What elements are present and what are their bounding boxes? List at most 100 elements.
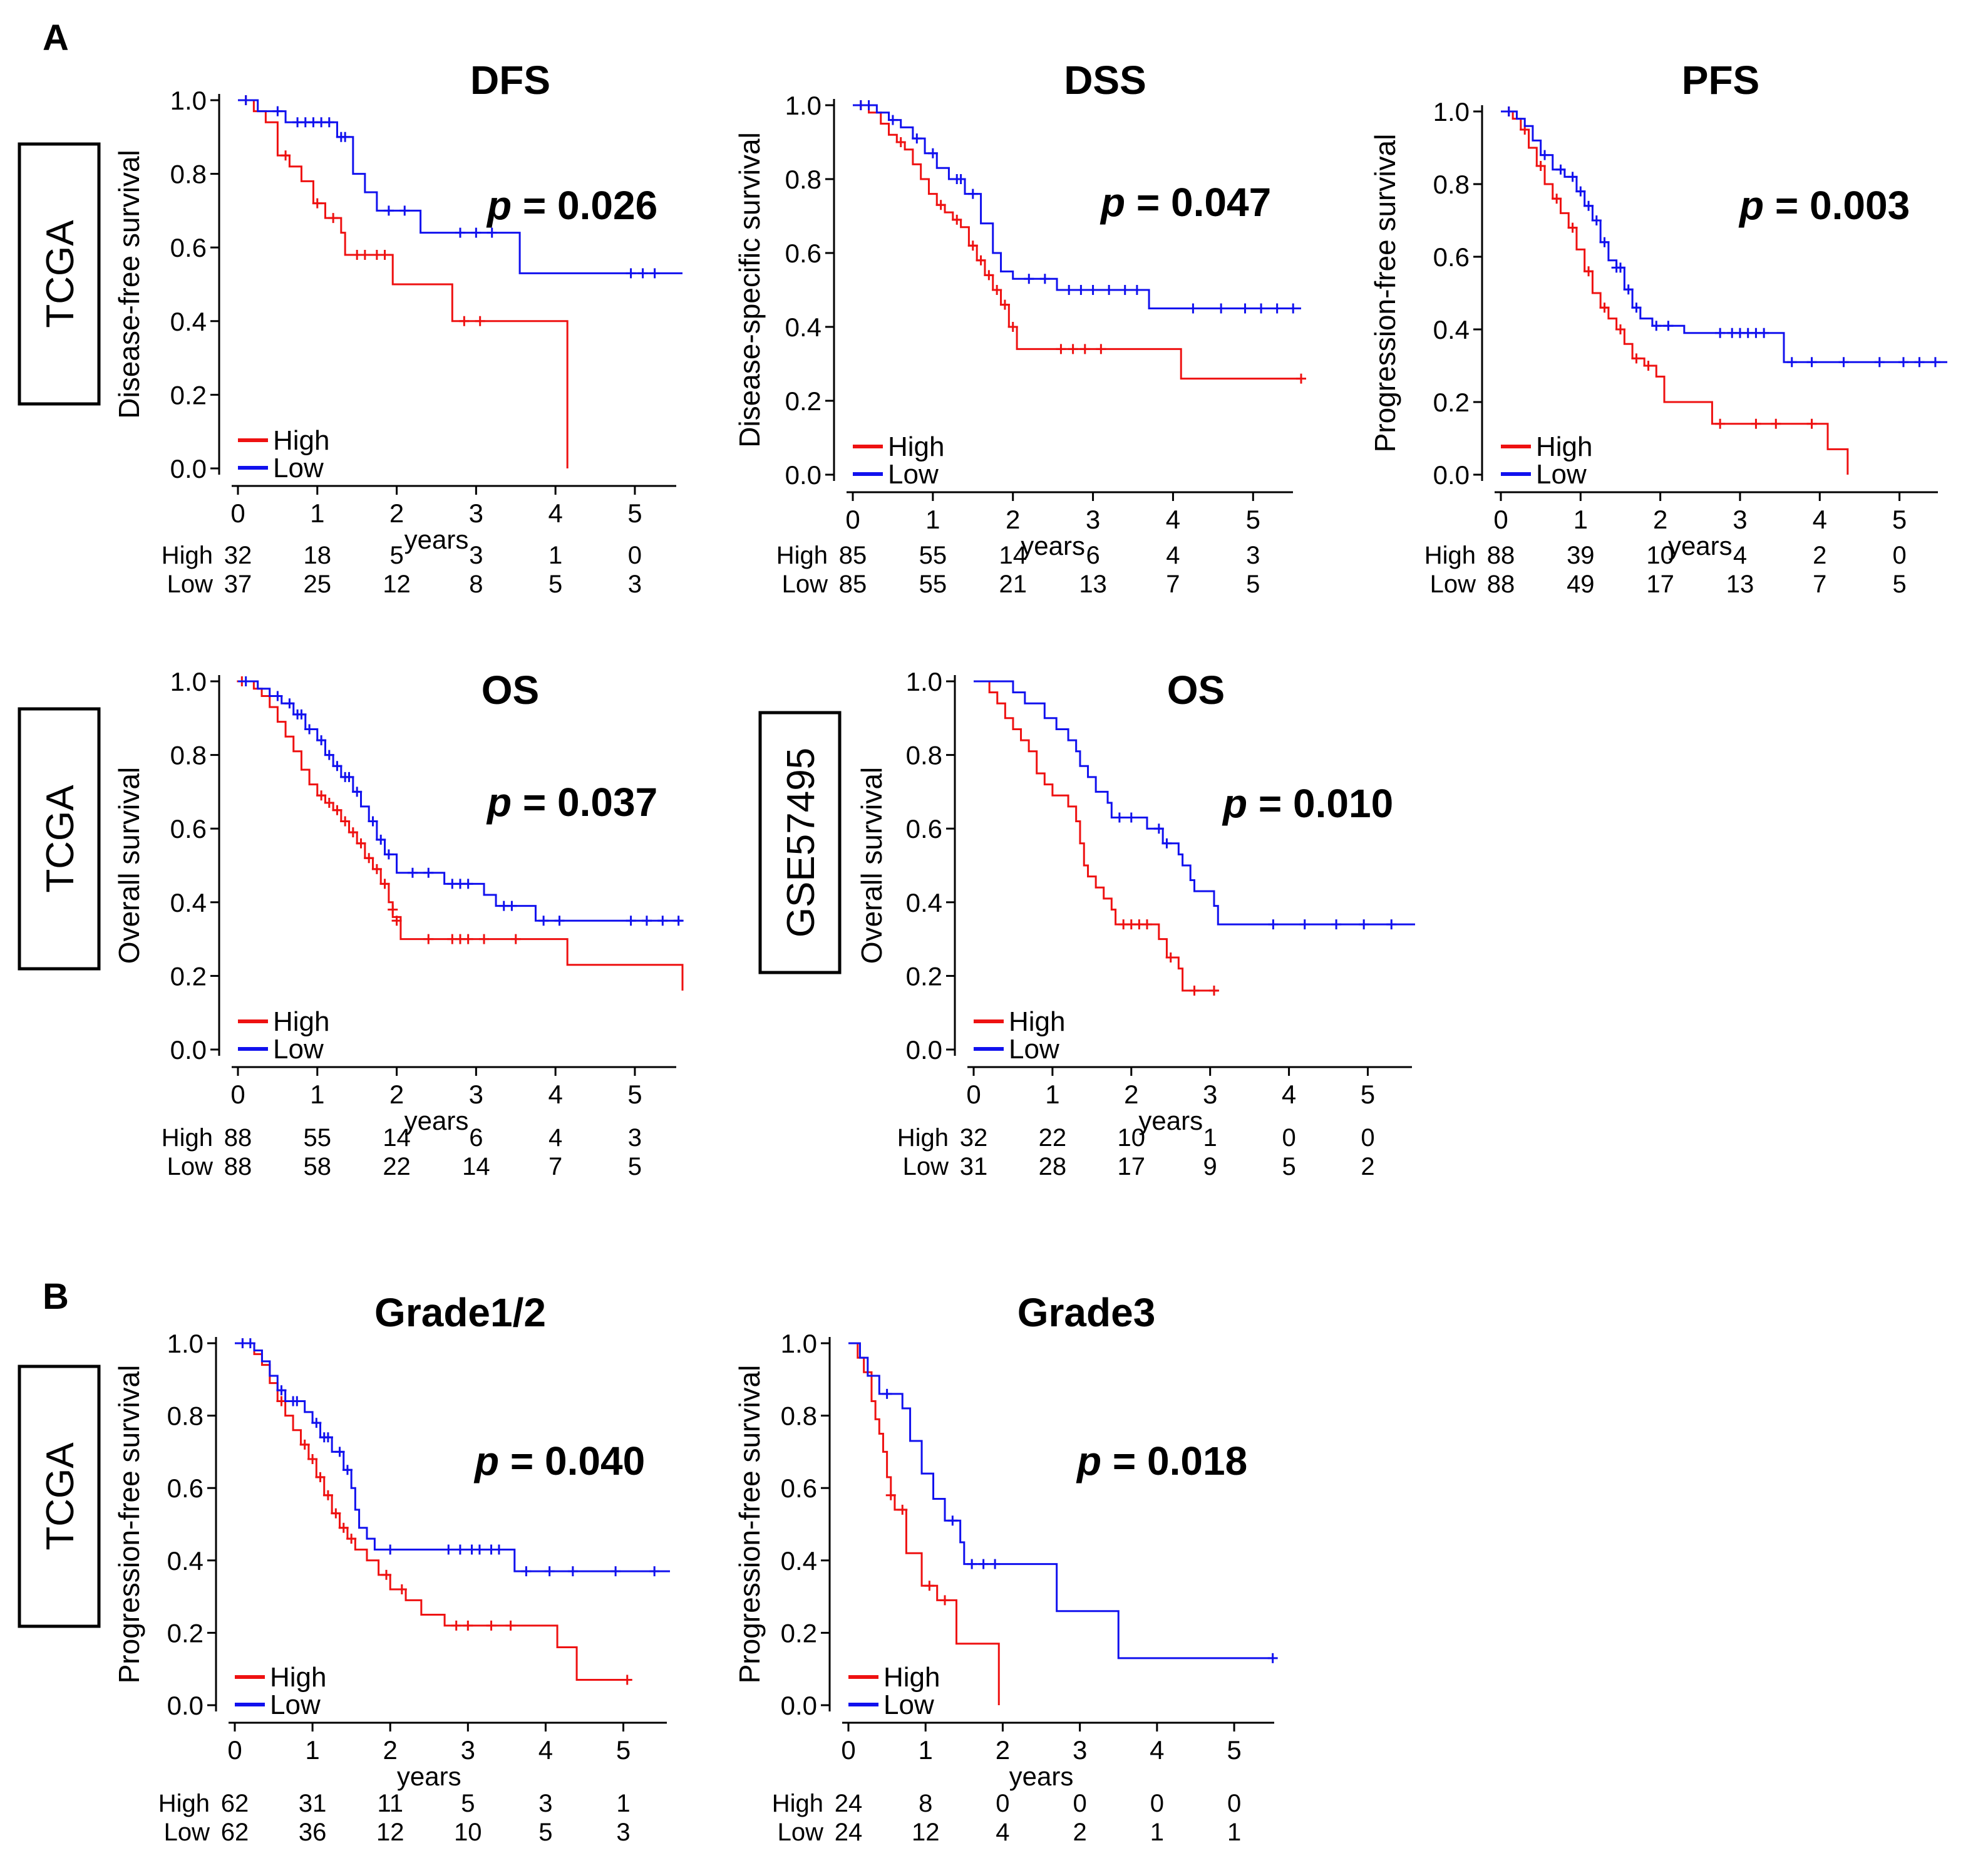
censor-mark-high	[391, 916, 402, 926]
censor-mark-high	[396, 1584, 407, 1595]
censor-mark-low	[1153, 823, 1164, 834]
censor-mark-high	[924, 1581, 935, 1591]
censor-mark-high	[940, 1595, 950, 1606]
censor-mark-high	[356, 838, 366, 849]
y-axis-label: Disease-free survival	[113, 150, 145, 418]
p-value: p = 0.047	[1100, 180, 1271, 225]
risk-table-cell: 8	[469, 570, 483, 598]
risk-table-cell: 2	[1073, 1819, 1087, 1846]
risk-table-cell: 49	[1567, 570, 1595, 598]
x-tick-label: 4	[548, 1080, 562, 1109]
y-tick-label: 0.0	[906, 1035, 942, 1065]
cohort-box-gse57495: GSE57495	[758, 711, 842, 974]
legend-label-high: High	[888, 431, 945, 462]
censor-mark-high	[371, 864, 382, 874]
risk-table-cell: 1	[1150, 1819, 1164, 1846]
risk-table-cell: 5	[628, 1153, 642, 1180]
risk-table-cell: 32	[224, 542, 252, 569]
censor-mark-low	[1299, 919, 1310, 930]
risk-table-cell: 8	[919, 1790, 932, 1817]
p-value-symbol: p	[1076, 1438, 1101, 1484]
censor-mark-high	[463, 934, 473, 944]
risk-table-cell: 85	[839, 570, 867, 598]
censor-mark-low	[521, 1566, 532, 1577]
risk-table-row-label: High	[772, 1790, 823, 1817]
censor-mark-low	[657, 916, 668, 926]
risk-table-cell: 5	[1282, 1153, 1295, 1180]
x-tick-label: 2	[389, 498, 404, 528]
x-tick-label: 0	[966, 1080, 981, 1109]
censor-mark-high	[1715, 418, 1726, 429]
km-panel-dfs-tcga: 0.00.20.40.60.81.00 1 2 3 4 5yearsDisease-fre…	[113, 58, 682, 598]
km-curve-low	[974, 680, 1415, 926]
censor-mark-low	[649, 1566, 660, 1577]
y-tick-label: 0.0	[781, 1691, 817, 1720]
censor-mark-high	[1584, 266, 1594, 277]
x-tick-label: 1	[919, 1735, 933, 1765]
censor-mark-high	[1567, 222, 1578, 233]
y-tick-label: 0.4	[167, 1546, 203, 1576]
censor-mark-high	[388, 904, 398, 915]
censor-mark-low	[863, 100, 874, 110]
censor-mark-low	[455, 227, 465, 238]
censor-mark-low	[1584, 200, 1594, 211]
x-tick-label: 2	[383, 1735, 398, 1765]
censor-mark-high	[328, 213, 339, 224]
y-tick-label: 0.6	[781, 1473, 817, 1503]
cohort-label-tcga-row3: TCGA	[39, 1442, 82, 1551]
censor-mark-low	[292, 1396, 302, 1406]
risk-table-cell: 0	[1073, 1790, 1087, 1817]
cohort-box-tcga-row2: TCGA	[18, 707, 101, 971]
risk-table-cell: 58	[304, 1153, 332, 1180]
y-tick-label: 0.2	[906, 961, 942, 991]
y-tick-label: 0.6	[167, 1473, 203, 1503]
y-tick-label: 0.8	[785, 165, 821, 194]
risk-table-row-label: Low	[164, 1819, 210, 1846]
censor-mark-low	[272, 106, 283, 116]
censor-mark-low	[474, 1544, 485, 1555]
km-panels: 0.0 0.2 0.4 0.6 0.8 1.0 0 1 2 3 4 5 years Disease-fre…	[113, 58, 1947, 1846]
p-value: p = 0.010	[1222, 781, 1393, 826]
censor-mark-high	[463, 1620, 473, 1631]
risk-table-row-label: Low	[903, 1153, 949, 1180]
risk-table-cell: 10	[1118, 1124, 1146, 1152]
censor-mark-low	[276, 1385, 287, 1396]
censor-mark-low	[544, 1566, 555, 1577]
risk-table-cell: 62	[221, 1819, 249, 1846]
y-tick-label: 0.4	[170, 888, 207, 917]
censor-mark-low	[240, 676, 251, 686]
x-tick-label: 4	[1813, 505, 1827, 534]
censor-mark-high	[510, 934, 521, 944]
y-tick-label: 1.0	[906, 667, 942, 696]
x-tick-label: 3	[469, 1080, 483, 1109]
x-tick-label: 5	[1227, 1735, 1241, 1765]
risk-table-cell: 6	[1086, 542, 1100, 569]
y-tick-label: 0.2	[785, 386, 821, 416]
x-axis-label: years	[1668, 531, 1733, 560]
x-tick-label: 0	[230, 1080, 245, 1109]
risk-table-cell: 36	[299, 1819, 327, 1846]
x-tick-label: 3	[1733, 505, 1747, 534]
risk-table-cell: 3	[628, 570, 642, 598]
censor-mark-high	[1189, 985, 1200, 996]
censor-mark-high	[451, 1620, 461, 1631]
censor-mark-high	[479, 934, 490, 944]
censor-mark-low	[344, 772, 354, 782]
x-tick-label: 2	[996, 1735, 1010, 1765]
censor-mark-low	[324, 750, 334, 760]
legend-label-high: High	[1009, 1006, 1066, 1037]
p-value-number: = 0.047	[1125, 180, 1271, 225]
censor-mark-high	[1079, 344, 1090, 354]
censor-mark-low	[641, 916, 652, 926]
x-tick-label: 0	[230, 498, 245, 528]
x-tick-label: 1	[1045, 1080, 1059, 1109]
risk-table-row-label: Low	[1430, 570, 1476, 598]
censor-mark-low	[376, 834, 386, 845]
y-tick-label: 1.0	[170, 86, 207, 115]
risk-table-cell: 17	[1646, 570, 1674, 598]
p-value-symbol: p	[1738, 183, 1764, 228]
censor-mark-low	[493, 1544, 504, 1555]
censor-mark-low	[1104, 285, 1115, 295]
chart-title: DFS	[470, 58, 550, 103]
risk-table-cell: 3	[616, 1819, 630, 1846]
